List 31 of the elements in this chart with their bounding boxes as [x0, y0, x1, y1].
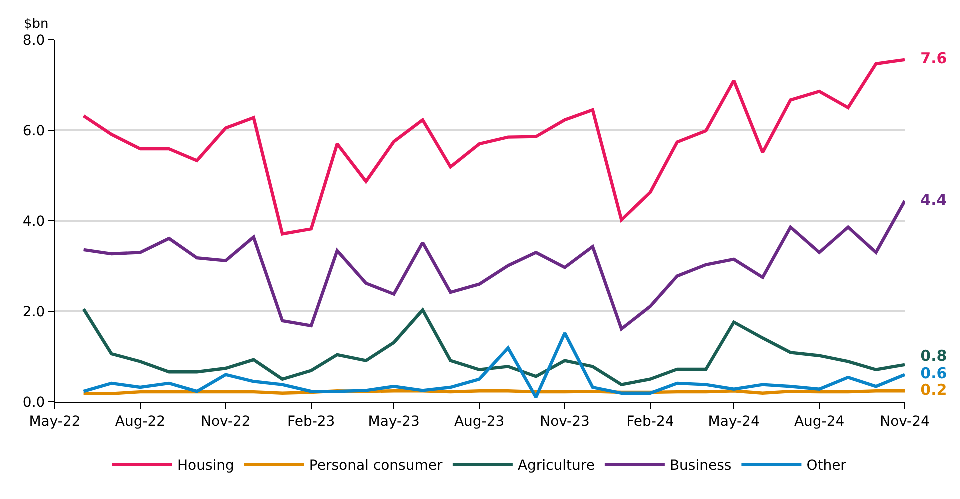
x-tick-label: Nov-23 [540, 414, 590, 430]
line-series [82, 332, 905, 400]
x-tick-label: Aug-22 [115, 414, 166, 430]
x-tick-label: Feb-23 [288, 414, 336, 430]
line-series [82, 58, 905, 236]
x-tick-label: Feb-24 [626, 414, 674, 430]
line-series [82, 308, 905, 386]
data-label: 0.6 [905, 364, 948, 383]
x-tick-label: May-23 [368, 414, 420, 430]
x-tick-label: May-24 [708, 414, 760, 430]
x-tick-label: Aug-23 [454, 414, 505, 430]
legend-label: Business [670, 458, 732, 474]
line-series [82, 199, 905, 331]
y-tick-label: 4.0 [22, 214, 46, 230]
data-label: 7.6 [905, 50, 948, 68]
y-axis-title: $bn [24, 17, 49, 32]
data-label: 4.4 [905, 190, 948, 209]
data-label: 0.2 [905, 380, 948, 399]
x-tick-label: Nov-24 [880, 414, 930, 430]
y-tick-label: 0.0 [22, 394, 46, 411]
x-tick-label: May-22 [29, 414, 81, 430]
y-tick-label: 2.0 [22, 304, 46, 320]
legend-label: Personal consumer [309, 458, 443, 474]
x-tick-label: Aug-24 [794, 414, 845, 430]
x-tick-label: Nov-22 [201, 414, 251, 430]
legend-label: Agriculture [518, 458, 595, 474]
data-label: 0.8 [905, 347, 948, 366]
y-tick-label: 8.0 [22, 32, 46, 49]
legend-label: Other [806, 458, 847, 474]
legend-label: Housing [178, 458, 234, 474]
y-tick-label: 6.0 [22, 123, 46, 140]
